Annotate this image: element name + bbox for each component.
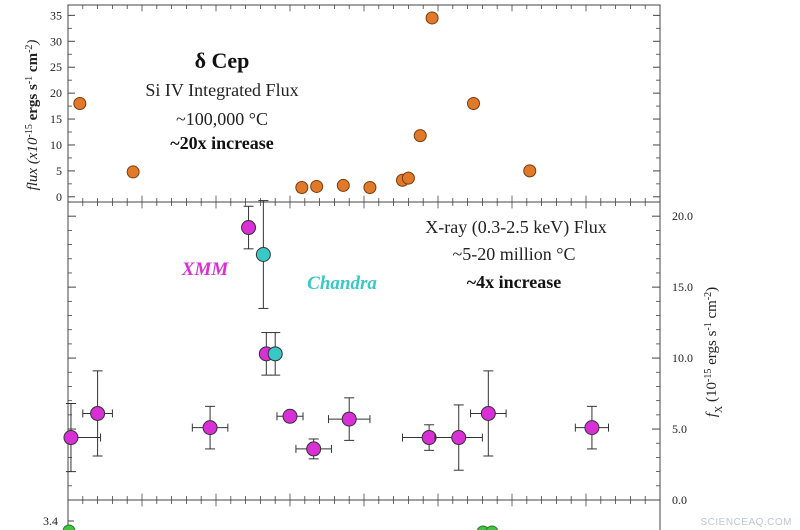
middle-panel-x-ticks-lower (67, 493, 661, 500)
middle-panel-ytick-label: 10.0 (672, 351, 693, 365)
middle-panel-title: X-ray (0.3-2.5 keV) Flux (425, 217, 606, 238)
xmm-point (191, 405, 229, 450)
top-panel-title: δ Cep (195, 48, 250, 73)
chandra-point (255, 200, 271, 309)
top-panel-ytick-label: 35 (50, 8, 62, 22)
xmm-point (327, 397, 371, 441)
top-panel-x-ticks-upper (67, 5, 661, 12)
top-panel-point (310, 179, 324, 193)
watermark: SCIENCEAQ.COM (700, 517, 792, 528)
xmm-marker (421, 430, 437, 446)
bottom-panel-point (476, 525, 490, 530)
bottom-panel (62, 520, 499, 530)
top-panel-point (401, 171, 415, 185)
chandra-marker (255, 247, 271, 263)
top-panel-point (425, 11, 439, 25)
xmm-point (63, 403, 102, 473)
legend-chandra: Chandra (307, 273, 377, 294)
top-panel-temperature: ~100,000 °C (176, 109, 268, 129)
top-panel-point (295, 180, 309, 194)
xmm-marker (306, 441, 322, 457)
xmm-marker (63, 430, 79, 446)
top-panel-x-ticks-lower (67, 195, 661, 202)
xmm-point (434, 404, 483, 471)
top-panel-ytick-label: 25 (50, 60, 62, 74)
top-panel-subtitle: Si IV Integrated Flux (145, 80, 298, 100)
middle-panel-ylabel: fX (10-15 ergs s-1 cm-2) (703, 287, 725, 417)
middle-panel-ytick-label: 0.0 (672, 493, 687, 507)
bottom-panel-ytick-label: 3.4 (43, 514, 58, 528)
chandra-marker (267, 346, 283, 362)
top-panel-ytick-label: 0 (56, 190, 62, 204)
middle-panel: 0.0 5.0 10.0 15.0 20.0 (63, 200, 693, 507)
middle-panel-ytick-label: 5.0 (672, 422, 687, 436)
xmm-marker (584, 420, 600, 436)
panel-frames (67, 4, 661, 530)
xmm-point (574, 405, 609, 450)
xmm-marker (241, 220, 257, 236)
chandra-point (267, 332, 283, 376)
top-panel-ytick-label: 10 (50, 138, 62, 152)
middle-panel-ytick-label: 20.0 (672, 209, 693, 223)
top-panel-ytick-label: 5 (56, 164, 62, 178)
xmm-marker (341, 411, 357, 427)
xmm-marker (451, 430, 467, 446)
middle-panel-ytick-label: 15.0 (672, 280, 693, 294)
middle-panel-temperature: ~5-20 million °C (453, 244, 576, 264)
middle-panel-x-ticks-upper (67, 202, 661, 209)
top-panel-point (467, 97, 481, 110)
xmm-marker (90, 405, 106, 421)
xmm-marker (480, 405, 496, 421)
xmm-point (401, 424, 457, 451)
top-panel-point (363, 180, 377, 194)
top-panel-point (336, 178, 350, 192)
top-panel-increase: ~20x increase (170, 133, 274, 153)
top-panel-frame (67, 4, 661, 203)
xmm-point (276, 408, 304, 424)
bottom-panel-point (62, 524, 76, 530)
xmm-point (470, 370, 507, 457)
bottom-panel-x-ticks-upper (67, 500, 661, 507)
bottom-panel-point (485, 525, 499, 530)
top-panel-point (126, 165, 140, 179)
xmm-marker (282, 408, 298, 424)
top-panel-ytick-label: 30 (50, 34, 62, 48)
xmm-point (82, 370, 113, 457)
middle-panel-increase: ~4x increase (467, 272, 562, 292)
top-panel-point (73, 97, 87, 110)
top-panel-point (413, 129, 427, 143)
xmm-point (295, 438, 332, 460)
xmm-marker (202, 420, 218, 436)
top-panel-point (523, 164, 537, 178)
top-panel-ylabel: flux (x10-15 ergs s-1 cm-2) (24, 40, 42, 191)
top-panel-ytick-label: 15 (50, 112, 62, 126)
legend-xmm: XMM (181, 259, 230, 280)
top-panel-ytick-label: 20 (50, 86, 62, 100)
top-panel: 0 5 10 15 20 25 30 35 (50, 8, 660, 204)
xmm-point (241, 205, 257, 250)
